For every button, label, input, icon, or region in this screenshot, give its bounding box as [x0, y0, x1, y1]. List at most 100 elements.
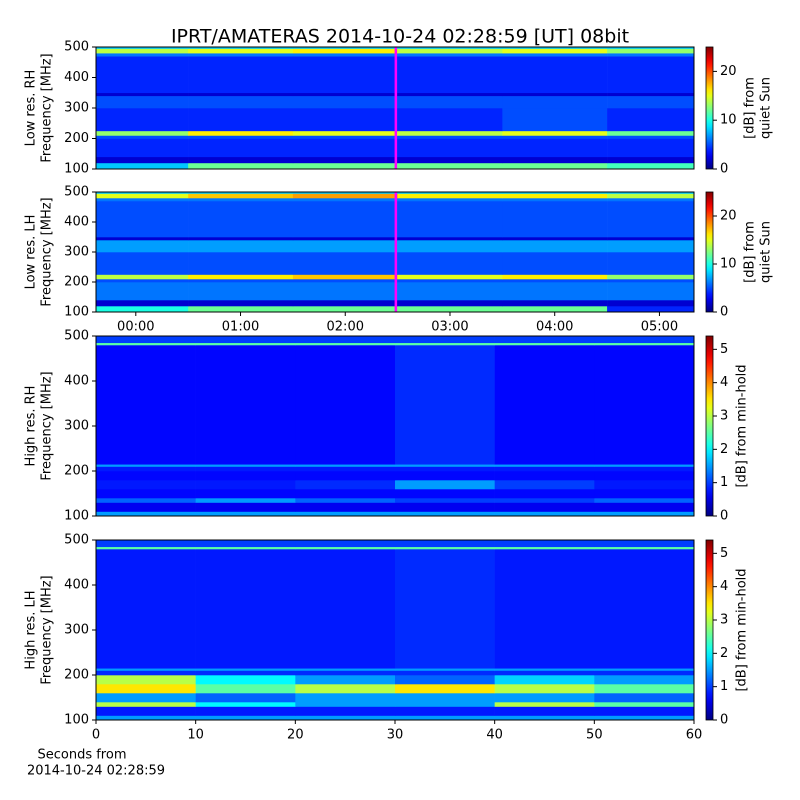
heatmap-cell [395, 502, 495, 512]
heatmap-cell [195, 342, 296, 346]
heatmap-cell [188, 53, 294, 57]
heatmap-cell [96, 684, 196, 694]
heatmap-cell [502, 53, 608, 57]
heatmap-cell [502, 279, 608, 283]
heatmap-cell [195, 715, 296, 721]
heatmap-cell [295, 546, 396, 550]
heatmap-cell [188, 48, 294, 54]
colorbar-tick-label: 3 [720, 409, 728, 424]
heatmap-cell [494, 549, 595, 669]
heatmap-cell [195, 675, 296, 685]
heatmap-cell [397, 306, 503, 313]
heatmap-cell [594, 511, 695, 517]
heatmap-cell [594, 693, 695, 703]
heatmap-cell [96, 675, 196, 685]
y-tick-label: 300 [64, 101, 89, 116]
colorbar-tick-label: 4 [720, 375, 728, 390]
y-axis-label: Frequency [MHz] [40, 371, 55, 480]
heatmap-cell [502, 48, 608, 54]
heatmap-cell [292, 48, 398, 54]
heatmap-cell [502, 47, 608, 49]
heatmap-cell [502, 198, 608, 202]
heatmap-cell [607, 306, 695, 313]
colorbar-tick-label: 0 [720, 713, 728, 728]
heatmap-cell [594, 342, 695, 346]
heatmap-cell [96, 511, 196, 517]
colorbar-tick-label: 3 [720, 613, 728, 628]
heatmap-cell [295, 342, 396, 346]
x-tick-label: 00:00 [117, 320, 154, 335]
heatmap-cell [494, 342, 595, 346]
heatmap-cell [494, 546, 595, 550]
heatmap-cell [502, 300, 608, 307]
heatmap-cell [188, 274, 294, 280]
heatmap-cell [607, 198, 695, 202]
heatmap-cell [96, 108, 189, 132]
heatmap-cell [96, 300, 189, 307]
heatmap-cell [96, 502, 196, 512]
heatmap-cell [188, 240, 294, 253]
heatmap-cell [397, 130, 503, 136]
heatmap-cell [188, 300, 294, 307]
heatmap-cell [96, 306, 189, 313]
heatmap-cell [397, 282, 503, 301]
heatmap-cell [494, 466, 595, 472]
heatmap-cell [295, 480, 396, 490]
heatmap-cell [292, 95, 398, 109]
heatmap-cell [594, 489, 695, 499]
heatmap-cell [607, 92, 695, 97]
heatmap-cell [397, 48, 503, 54]
heatmap-cell [502, 95, 608, 109]
heatmap-cell [607, 108, 695, 132]
heatmap-cell [397, 162, 503, 170]
heatmap-cell [594, 336, 695, 344]
heatmap-cell [195, 684, 296, 694]
heatmap-cell [292, 135, 398, 139]
heatmap-cell [292, 300, 398, 307]
y-tick-label: 200 [64, 668, 89, 683]
heatmap-cell [607, 237, 695, 241]
heatmap-cell [594, 502, 695, 512]
heatmap-cell [295, 684, 396, 694]
x-tick-label: 0 [92, 728, 100, 743]
heatmap-cell [502, 282, 608, 301]
heatmap-cell [502, 156, 608, 164]
heatmap-cell [502, 162, 608, 170]
heatmap-cell [96, 549, 196, 669]
heatmap-cell [292, 192, 398, 194]
heatmap-cell [188, 47, 294, 49]
heatmap-cell [397, 92, 503, 97]
heatmap-cell [188, 162, 294, 170]
heatmap-cell [397, 240, 503, 253]
heatmap-cell [502, 135, 608, 139]
heatmap-cell [195, 546, 296, 550]
heatmap-cell [292, 108, 398, 132]
colorbar-label: [dB] from [743, 77, 758, 139]
colorbar-tick-label: 10 [720, 257, 737, 272]
heatmap-cell [594, 668, 695, 671]
heatmap-cell [96, 540, 196, 548]
heatmap-cell [502, 274, 608, 280]
heatmap-cell [96, 345, 196, 465]
colorbar-label: [dB] from [743, 221, 758, 283]
colorbar-tick-label: 4 [720, 579, 728, 594]
heatmap-cell [397, 53, 503, 57]
y-axis-label: Low res. RH [24, 70, 39, 147]
heatmap-cell [96, 201, 189, 238]
heatmap-cell [502, 252, 608, 275]
heatmap-cell [607, 130, 695, 136]
heatmap-cell [395, 345, 495, 465]
heatmap-cell [494, 498, 595, 503]
colorbar-label: [dB] from min-hold [735, 364, 750, 487]
y-axis-label: High res. LH [24, 590, 39, 669]
heatmap-cell [502, 193, 608, 199]
heatmap-cell [188, 130, 294, 136]
x-axis-label: 2014-10-24 02:28:59 [27, 764, 165, 779]
heatmap-cell [195, 464, 296, 467]
heatmap-cell [188, 95, 294, 109]
heatmap-cell [594, 466, 695, 472]
heatmap-cell [188, 279, 294, 283]
heatmap-cell [96, 47, 189, 49]
heatmap-cell [594, 471, 695, 481]
heatmap-cell [195, 471, 296, 481]
